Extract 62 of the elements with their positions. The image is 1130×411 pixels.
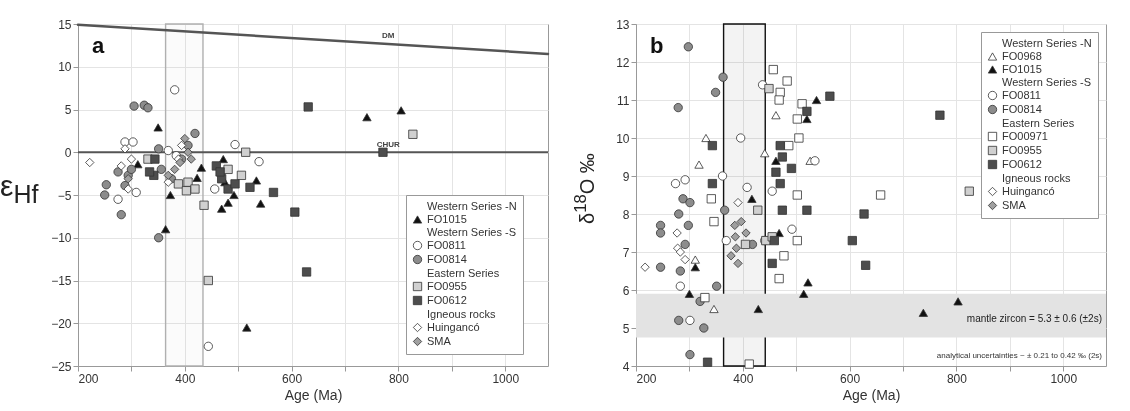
x-tick-label: 600: [840, 371, 861, 386]
x-tick-label: 200: [78, 371, 99, 386]
x-tick-label: 400: [175, 371, 196, 386]
text: Igneous rocks: [427, 307, 496, 320]
y-tick-label: 9: [622, 169, 630, 184]
x-tick-label: 800: [946, 371, 968, 386]
legend-label: FO00971: [1002, 129, 1048, 142]
text: Western Series -N: [1002, 36, 1092, 49]
legend-label: FO0955: [1002, 143, 1042, 156]
y-tick-label: 13: [616, 17, 630, 32]
legend-label: FO0814: [1002, 102, 1042, 115]
text: Eastern Series: [427, 266, 500, 279]
band-label: mantle zircon = 5.3 ± 0.6 (±2s): [966, 312, 1102, 324]
legend-label: FO0811: [1002, 88, 1041, 101]
y-tick-label: 15: [58, 17, 72, 32]
y-tick-label: 6: [622, 283, 630, 298]
text: Eastern Series: [1002, 116, 1075, 129]
y-tick-label: 8: [622, 207, 630, 222]
y-tick-label: 11: [617, 93, 630, 108]
x-tick-label: 400: [733, 371, 754, 386]
legend-label: FO0612: [1002, 157, 1042, 170]
legend-label: SMA: [427, 334, 452, 347]
y-tick-label: −15: [51, 274, 72, 288]
annotation: analytical uncertainties ~ ± 0.21 to 0.42 ‰ (2s): [936, 351, 1103, 360]
y-tick-label: 12: [616, 55, 630, 70]
y-tick-label: 5: [622, 321, 630, 336]
x-tick-label: 1000: [492, 371, 520, 386]
y-tick-label: 10: [616, 131, 630, 146]
chart-title: b: [650, 33, 664, 58]
y-tick-label: −5: [57, 188, 72, 203]
legend-label: FO0811: [427, 238, 466, 251]
y-tick-label: −25: [51, 359, 72, 374]
x-tick-label: 1000: [1050, 371, 1078, 386]
series-label: DM: [381, 31, 395, 41]
legend-label: FO1015: [1002, 62, 1042, 75]
text: Western Series -S: [1002, 75, 1092, 88]
y-tick-label: −20: [51, 316, 72, 331]
chart-title: a: [92, 33, 105, 58]
x-tick-label: 200: [636, 371, 657, 386]
legend-label: FO1015: [427, 212, 467, 225]
y-tick-label: −10: [51, 231, 72, 246]
text: Western Series -S: [427, 225, 517, 238]
legend-label: FO0612: [427, 293, 467, 306]
y-tick-label: 0: [64, 145, 72, 160]
legend-label: Huingancó: [427, 320, 480, 333]
legend-label: FO0814: [427, 252, 467, 265]
y-tick-label: 5: [64, 103, 72, 117]
x-axis-title: Age (Ma): [842, 386, 901, 403]
y-tick-label: 7: [622, 245, 630, 260]
ref-line-label: CHUR: [376, 140, 400, 150]
y-tick-label: 10: [58, 60, 72, 75]
text: Western Series -N: [427, 199, 517, 212]
x-tick-label: 800: [388, 371, 410, 386]
legend-label: SMA: [1002, 198, 1027, 211]
legend-label: FO0955: [427, 279, 467, 292]
legend-label: FO0968: [1002, 49, 1042, 62]
legend-label: Huingancó: [1002, 184, 1055, 197]
x-axis-title: Age (Ma): [284, 386, 343, 403]
x-tick-label: 600: [282, 371, 303, 386]
text: Igneous rocks: [1002, 171, 1071, 184]
y-axis-title: ε$_{Hf}$: [0, 169, 39, 209]
y-tick-label: 4: [622, 359, 630, 374]
